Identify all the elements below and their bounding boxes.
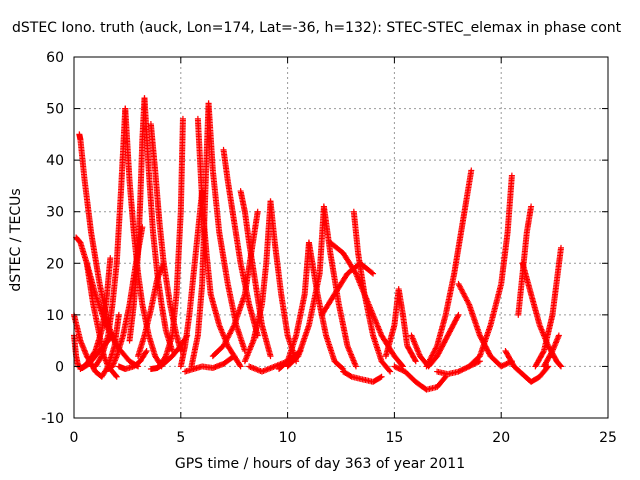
data-arc-36 [382,286,419,365]
data-arc-20 [205,100,248,354]
data-arc-46 [532,244,565,370]
x-axis-label: GPS time / hours of day 363 of year 2011 [174,456,466,472]
plus-markers [135,260,167,360]
x-tick-label: 10 [279,430,297,446]
y-tick-label: 40 [46,153,64,169]
data-arc-28 [276,239,312,373]
data-arc-9 [115,347,150,373]
x-tick-label: 20 [492,430,510,446]
plus-markers [340,368,385,385]
plus-markers [540,332,562,370]
data-arc-37 [391,363,449,393]
y-tick-label: 60 [46,50,64,66]
plus-markers [276,239,312,373]
y-tick-label: 20 [46,256,64,272]
ticks: 0 5 10 15 20 25 -10 0 10 20 30 40 50 60 [41,50,617,446]
x-tick-label: 0 [70,430,79,446]
data-series [71,95,565,393]
x-tick-label: 25 [599,430,617,446]
plot-frame [73,56,609,419]
data-arc-41 [455,280,515,370]
y-tick-label: 30 [46,205,64,221]
data-arc-17 [177,188,206,370]
data-arc-3 [76,131,120,349]
plus-markers [532,244,565,370]
data-arc-25 [241,198,274,365]
y-tick-label: 10 [46,308,64,324]
plus-markers [423,167,475,370]
plus-markers [177,188,206,370]
plus-markers [391,363,449,393]
plus-markers [241,198,274,365]
y-tick-label: 0 [55,359,64,375]
plus-markers [237,188,274,360]
data-arc-16 [156,115,186,370]
plus-markers [327,239,406,370]
data-arc-34 [340,368,385,385]
data-arc-42 [466,172,515,370]
y-tick-label: 50 [46,102,64,118]
plus-markers [141,95,176,354]
chart-title: dSTEC Iono. truth (auck, Lon=174, Lat=-3… [12,20,622,36]
data-arc-35 [327,239,406,370]
data-arc-7 [92,105,129,370]
data-arc-47 [540,332,562,370]
x-tick-label: 5 [176,430,185,446]
data-arc-43 [502,347,552,385]
plus-markers [284,203,327,370]
plus-markers [455,280,515,370]
plus-markers [115,347,150,373]
plus-markers [76,131,120,349]
plus-markers [382,286,419,365]
plus-markers [92,105,129,370]
data-arc-30 [284,203,327,370]
data-arc-24 [237,188,274,360]
data-arc-12 [141,95,176,354]
data-arc-13 [135,260,167,360]
y-axis-label: dSTEC / TECUs [8,188,24,292]
plus-markers [156,115,186,370]
plus-markers [205,100,248,354]
data-arc-21 [182,353,238,375]
plus-markers [466,172,515,370]
plus-markers [502,347,552,385]
plus-markers [182,353,238,375]
data-arc-39 [423,167,475,370]
y-tick-label: -10 [41,411,64,427]
x-tick-label: 15 [385,430,403,446]
